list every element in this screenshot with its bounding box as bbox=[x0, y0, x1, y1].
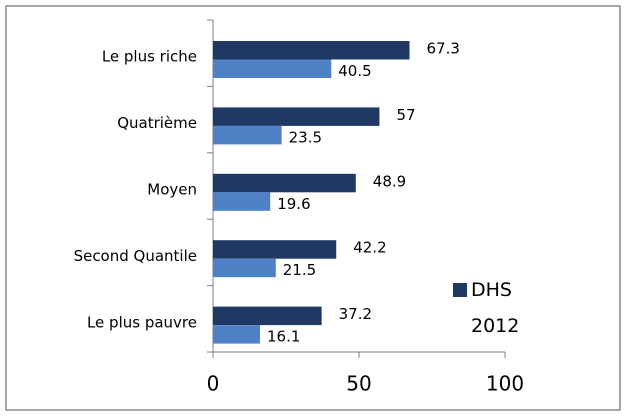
data-label: 37.2 bbox=[339, 305, 372, 323]
bar bbox=[213, 125, 282, 145]
y-tick-label: Second Quantile bbox=[74, 247, 197, 265]
data-label: 48.9 bbox=[373, 172, 406, 190]
legend-entry: DHS 2012 bbox=[471, 279, 520, 337]
bar bbox=[213, 325, 261, 344]
data-label: 40.5 bbox=[338, 62, 371, 80]
data-label: 67.3 bbox=[427, 40, 460, 58]
x-tick-label: 100 bbox=[486, 372, 524, 396]
x-tick-label: 0 bbox=[207, 372, 220, 396]
data-label: 23.5 bbox=[289, 128, 322, 146]
data-label: 16.1 bbox=[267, 328, 300, 346]
bar bbox=[213, 107, 380, 126]
data-label: 19.6 bbox=[277, 195, 310, 213]
bar bbox=[213, 240, 337, 259]
bar bbox=[213, 306, 322, 326]
y-tick-label: Moyen bbox=[147, 181, 197, 199]
data-label: 21.5 bbox=[283, 261, 316, 279]
bar bbox=[213, 173, 356, 193]
y-tick-label: Le plus pauvre bbox=[87, 313, 197, 331]
bar bbox=[213, 258, 276, 278]
data-label: 42.2 bbox=[353, 239, 386, 257]
legend-label: DHS 2012 bbox=[471, 279, 520, 337]
bar bbox=[213, 41, 410, 60]
y-tick-label: Le plus riche bbox=[102, 48, 197, 66]
legend-swatch bbox=[453, 283, 467, 297]
data-label: 57 bbox=[396, 106, 415, 124]
bar bbox=[213, 59, 332, 78]
y-tick-label: Quatrième bbox=[117, 114, 197, 132]
x-tick-label: 50 bbox=[346, 372, 371, 396]
bar bbox=[213, 192, 271, 211]
